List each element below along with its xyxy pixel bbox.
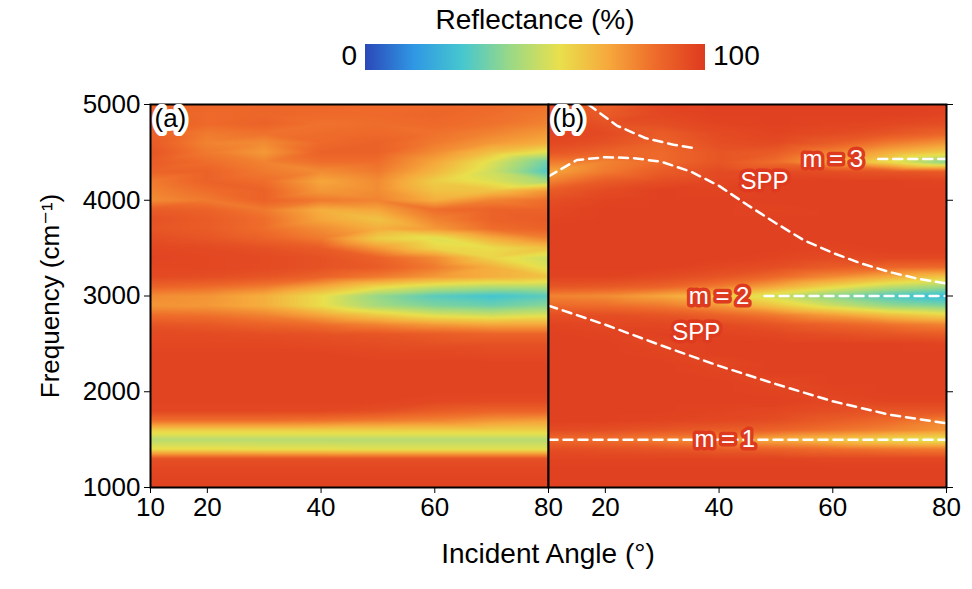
svg-text:(b): (b)	[553, 103, 585, 133]
svg-text:2000: 2000	[83, 376, 141, 406]
svg-text:60: 60	[420, 492, 449, 522]
svg-text:40: 40	[705, 492, 734, 522]
html-text:0: 0	[341, 40, 357, 71]
svg-text:3000: 3000	[83, 280, 141, 310]
html-text:Incident Angle (°): Incident Angle (°)	[441, 538, 655, 569]
html-text:100: 100	[713, 40, 760, 71]
svg-text:20: 20	[193, 492, 222, 522]
svg-text:1000: 1000	[83, 472, 141, 502]
html-text:Reflectance (%): Reflectance (%)	[435, 4, 635, 35]
svg-text:m = 1: m = 1	[694, 425, 755, 452]
svg-text:(a): (a)	[155, 103, 187, 133]
svg-text:5000: 5000	[83, 89, 141, 119]
svg-text:Frequency (cm⁻¹): Frequency (cm⁻¹)	[35, 194, 65, 398]
svg-text:m = 2: m = 2	[689, 282, 750, 309]
svg-text:40: 40	[307, 492, 336, 522]
svg-text:4000: 4000	[83, 185, 141, 215]
svg-text:m = 3: m = 3	[802, 145, 863, 172]
svg-text:20: 20	[591, 492, 620, 522]
svg-text:SPP: SPP	[672, 318, 720, 345]
svg-text:80: 80	[534, 492, 563, 522]
svg-text:SPP: SPP	[741, 167, 789, 194]
svg-text:80: 80	[932, 492, 961, 522]
svg-text:60: 60	[818, 492, 847, 522]
svg-text:10: 10	[136, 492, 165, 522]
